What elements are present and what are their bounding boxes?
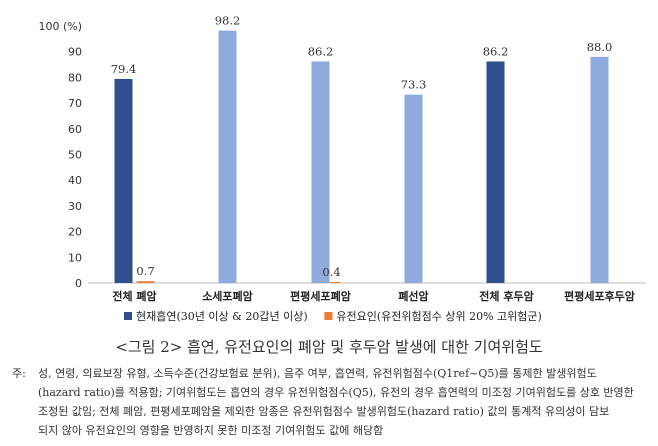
- y-tick-label: 80: [68, 71, 82, 84]
- note-line: 되지 않아 유전요인의 영향을 반영하지 못한 미조정 기여위험도 값에 해당함: [38, 424, 384, 437]
- y-tick-label: 60: [68, 123, 82, 136]
- data-label: 88.0: [587, 40, 613, 54]
- legend: 현재흡연(30년 이상 & 20갑년 이상) 유전요인(유전위험점수 상위 20%…: [124, 309, 542, 323]
- y-tick-label: 30: [68, 200, 82, 213]
- y-tick-label: 0: [75, 277, 82, 290]
- bar: [590, 56, 609, 284]
- bar: [486, 61, 505, 283]
- bar: [218, 30, 237, 283]
- data-label: 98.2: [215, 14, 241, 28]
- data-label: 73.3: [401, 78, 427, 92]
- category-label: 소세포폐암: [202, 289, 253, 303]
- bar: [114, 78, 133, 283]
- category-label: 편평세포폐암: [290, 289, 351, 303]
- bar: [322, 281, 341, 283]
- data-label: 0.4: [322, 265, 340, 279]
- bar: [311, 61, 330, 283]
- legend-swatch: [124, 312, 132, 320]
- y-tick-label: 90: [68, 46, 82, 59]
- note-prefix: 주:: [12, 367, 26, 380]
- legend-label: 현재흡연(30년 이상 & 20갑년 이상): [136, 309, 308, 323]
- note-line: 성, 연령, 의료보장 유형, 소득수준(건강보험료 분위), 음주 여부, 흡…: [38, 367, 597, 380]
- figure-caption: <그림 2> 흡연, 유전요인의 폐암 및 후두암 발생에 대한 기여위험도: [115, 338, 543, 356]
- y-tick-label: 40: [68, 174, 82, 187]
- y-tick-label: 10: [68, 251, 82, 264]
- value-labels: 79.4 86.2 0.7 0.4 98.2 86.2 73.3 88.0: [111, 14, 613, 279]
- category-label: 전체 후두암: [479, 289, 533, 303]
- bars: [114, 30, 609, 284]
- bar: [136, 281, 155, 283]
- note-body: 성, 연령, 의료보장 유형, 소득수준(건강보험료 분위), 음주 여부, 흡…: [38, 364, 648, 440]
- y-tick-label: 50: [68, 149, 82, 162]
- legend-swatch: [324, 312, 333, 320]
- note-line: 조정된 값임; 전체 폐암, 편평세포폐암을 제외한 암종은 유전위험점수 발생…: [38, 405, 610, 418]
- category-label: 전체 폐암: [112, 289, 156, 303]
- data-label: 86.2: [483, 44, 509, 58]
- data-label: 79.4: [111, 62, 137, 76]
- y-tick-label: 20: [68, 226, 82, 239]
- figure-note: 주: 성, 연령, 의료보장 유형, 소득수준(건강보험료 분위), 음주 여부…: [12, 364, 648, 440]
- category-labels: 전체 폐암 소세포폐암 편평세포폐암 폐선암 전체 후두암 편평세포후두암: [112, 289, 635, 303]
- bar-chart: 0 10 20 30 40 50 60 70 80 90 100 (%) 79.4 86.2 0.7 0.…: [38, 14, 646, 323]
- y-tick-label: 70: [68, 97, 82, 110]
- data-label: 86.2: [308, 44, 334, 58]
- category-label: 편평세포후두암: [564, 289, 635, 303]
- data-label: 0.7: [136, 264, 154, 278]
- category-label: 폐선암: [398, 289, 428, 303]
- y-tick-label: 100 (%): [38, 20, 82, 33]
- bar: [404, 94, 423, 283]
- y-axis: 0 10 20 30 40 50 60 70 80 90 100 (%): [38, 20, 82, 290]
- legend-label: 유전요인(유전위험점수 상위 20% 고위험군): [336, 310, 541, 323]
- note-line: (hazard ratio)를 적용함; 기여위험도는 흡연의 경우 유전위험점…: [38, 386, 634, 399]
